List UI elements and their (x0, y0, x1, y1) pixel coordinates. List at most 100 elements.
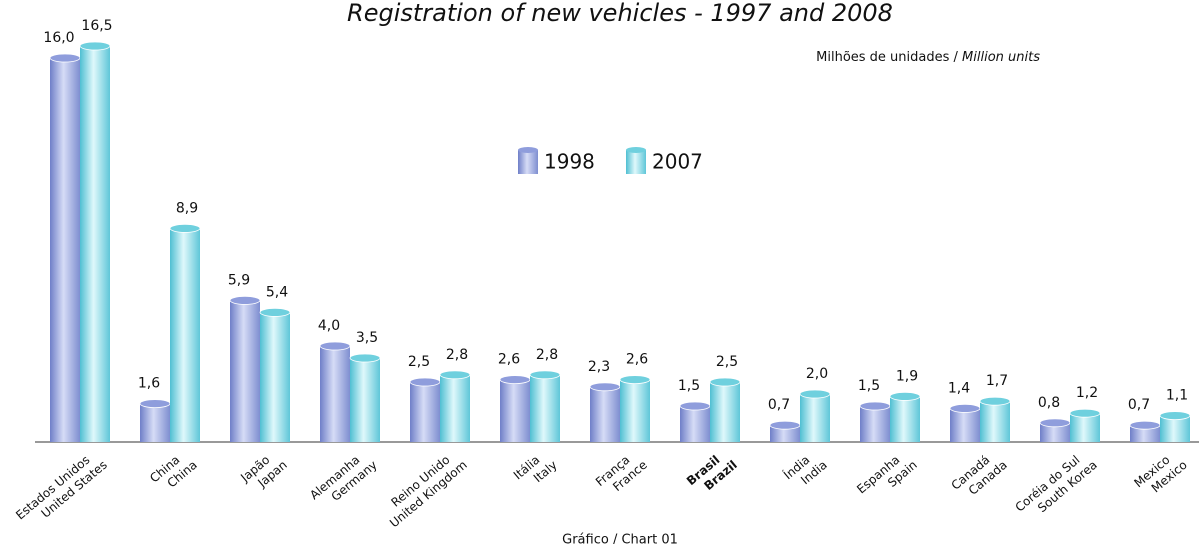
bar-top (949, 403, 981, 413)
bar-body (530, 374, 560, 442)
bar (679, 401, 711, 442)
bar-body (800, 394, 830, 442)
bar-body (620, 379, 650, 442)
bar-body (680, 406, 710, 442)
bar-top (499, 375, 531, 385)
bar (799, 389, 831, 442)
bar-body (170, 228, 200, 442)
bar-body (140, 403, 170, 442)
bar-body (1130, 425, 1160, 442)
x-tick-label: Estados UnidosUnited States (13, 446, 110, 534)
bar-top (589, 382, 621, 392)
data-label: 1,6 (138, 376, 160, 392)
bar-body (320, 346, 350, 442)
bar-body (710, 382, 740, 442)
bar (1069, 408, 1101, 442)
bar-top (1129, 420, 1161, 430)
x-tick-label: JapãoJapan (237, 446, 290, 497)
bar-body (1040, 422, 1070, 442)
bar (1159, 411, 1191, 442)
bar-top (859, 401, 891, 411)
bar (709, 377, 741, 442)
data-label: 2,0 (806, 366, 828, 382)
bar-top (439, 370, 471, 380)
bar-top (679, 401, 711, 411)
data-label: 2,3 (588, 359, 610, 375)
bar (139, 399, 171, 442)
subtitle: Milhões de unidades / Million units (816, 50, 1040, 65)
bar-top (769, 420, 801, 430)
bar (169, 223, 201, 442)
bar-body (860, 406, 890, 442)
data-label: 2,5 (716, 354, 738, 370)
data-label: 5,9 (228, 272, 250, 288)
bar (409, 377, 441, 442)
data-label: 1,7 (986, 373, 1008, 389)
x-tick-label: Coréia do SulSouth Korea (1012, 446, 1099, 526)
data-label: 4,0 (318, 318, 340, 334)
bar-body (350, 358, 380, 442)
data-label: 2,8 (446, 347, 468, 363)
bar (889, 391, 921, 442)
data-label: 2,6 (626, 352, 648, 368)
data-label: 1,2 (1076, 385, 1098, 401)
data-label: 2,5 (408, 354, 430, 370)
data-label: 0,8 (1038, 395, 1060, 411)
bar-body (590, 386, 620, 442)
bar-body (1070, 413, 1100, 442)
legend-label: 1998 (544, 150, 595, 174)
legend-label: 2007 (652, 150, 703, 174)
data-label: 0,7 (768, 397, 790, 413)
bar (859, 401, 891, 442)
bar (619, 375, 651, 442)
x-tick-label: EspanhaSpain (854, 446, 920, 508)
bar (349, 353, 381, 442)
footnote: Gráfico / Chart 01 (562, 533, 678, 544)
bar-top (409, 377, 441, 387)
data-label: 2,8 (536, 347, 558, 363)
bar (589, 382, 621, 442)
data-label: 16,5 (81, 18, 112, 34)
data-label: 1,5 (858, 378, 880, 394)
data-label: 8,9 (176, 200, 198, 216)
bar-top (139, 399, 171, 409)
bar-top (619, 375, 651, 385)
data-label: 16,0 (43, 30, 74, 46)
bar-top (799, 389, 831, 399)
bar-body (950, 408, 980, 442)
x-tick-label: BrasilBrazil (684, 446, 740, 499)
bar-top (529, 370, 561, 380)
bar-top (319, 341, 351, 351)
bar-body (980, 401, 1010, 442)
x-tick-label: ÍndiaIndia (780, 445, 830, 493)
bar (979, 396, 1011, 442)
bar-top (349, 353, 381, 363)
bar-body (770, 425, 800, 442)
x-tick-label: Reino UnidoUnited Kingdom (377, 446, 469, 530)
bar-top (1159, 411, 1191, 421)
bar-body (80, 46, 110, 442)
bar-top (259, 307, 291, 317)
data-label: 3,5 (356, 330, 378, 346)
bar-body (260, 312, 290, 442)
bar-body (230, 300, 260, 442)
data-label: 0,7 (1128, 397, 1150, 413)
data-label: 2,6 (498, 352, 520, 368)
bar-top (1039, 418, 1071, 428)
legend-swatch (626, 150, 646, 174)
legend-swatch-top (626, 147, 646, 153)
bar-body (440, 374, 470, 442)
data-label: 1,9 (896, 368, 918, 384)
bar (259, 307, 291, 442)
x-tick-label: FrançaFrance (593, 446, 650, 500)
bar-body (500, 379, 530, 442)
data-label: 1,5 (678, 378, 700, 394)
x-tick-label: MexicoMexico (1131, 446, 1189, 502)
bar (439, 370, 471, 442)
x-tick-label: ItáliaItaly (510, 446, 559, 494)
bar (229, 295, 261, 442)
bar (319, 341, 351, 442)
bar-body (50, 58, 80, 442)
x-tick-label: ChinaChina (147, 446, 200, 497)
